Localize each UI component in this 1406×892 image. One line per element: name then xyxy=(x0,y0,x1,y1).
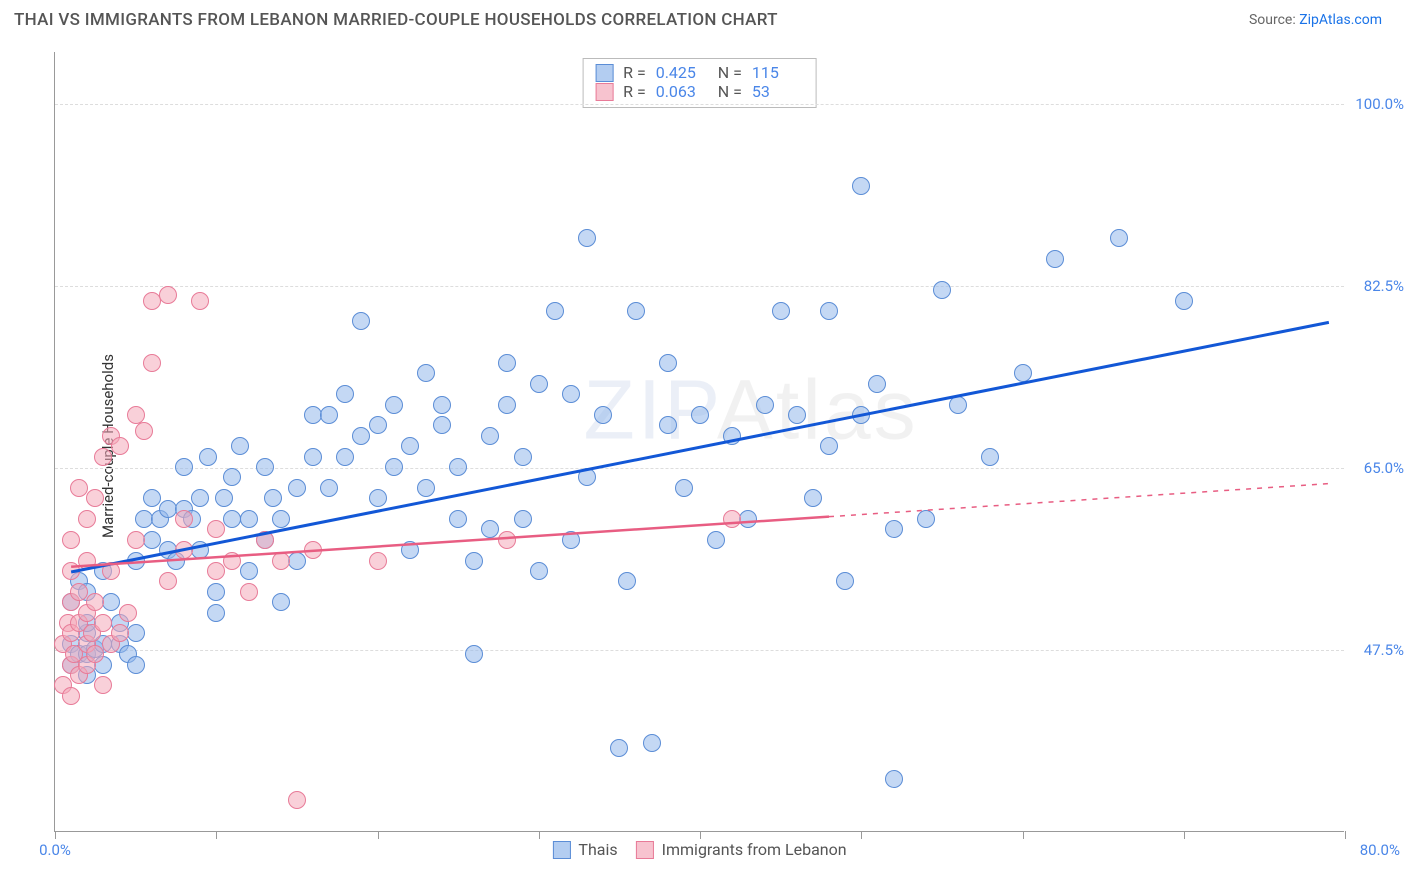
y-tick-label: 65.0% xyxy=(1364,459,1404,477)
chart-title: THAI VS IMMIGRANTS FROM LEBANON MARRIED-… xyxy=(14,10,778,30)
source-prefix: Source: xyxy=(1249,12,1299,28)
source-link[interactable]: ZipAtlas.com xyxy=(1299,12,1382,28)
y-tick-label: 47.5% xyxy=(1364,641,1404,659)
x-tick xyxy=(1345,831,1346,839)
x-tick xyxy=(378,831,379,839)
x-tick-label: 0.0% xyxy=(39,841,71,859)
legend-item: Immigrants from Lebanon xyxy=(636,840,847,859)
legend-label: Thais xyxy=(578,840,617,859)
legend-label: Immigrants from Lebanon xyxy=(662,840,847,859)
source-attribution: Source: ZipAtlas.com xyxy=(1249,12,1382,28)
x-tick xyxy=(539,831,540,839)
x-tick xyxy=(1023,831,1024,839)
series-legend: Thais Immigrants from Lebanon xyxy=(552,840,846,859)
x-tick xyxy=(1184,831,1185,839)
x-tick-label: 80.0% xyxy=(1360,841,1400,859)
scatter-chart: ZIPAtlas R =0.425N =115R =0.063N =53 Tha… xyxy=(54,52,1344,832)
legend-swatch xyxy=(636,841,654,859)
legend-item: Thais xyxy=(552,840,617,859)
x-tick xyxy=(216,831,217,839)
x-tick xyxy=(55,831,56,839)
x-tick xyxy=(861,831,862,839)
y-tick-label: 100.0% xyxy=(1355,95,1404,113)
trend-lines xyxy=(55,52,1345,832)
legend-swatch xyxy=(552,841,570,859)
x-tick xyxy=(700,831,701,839)
y-tick-label: 82.5% xyxy=(1364,277,1404,295)
